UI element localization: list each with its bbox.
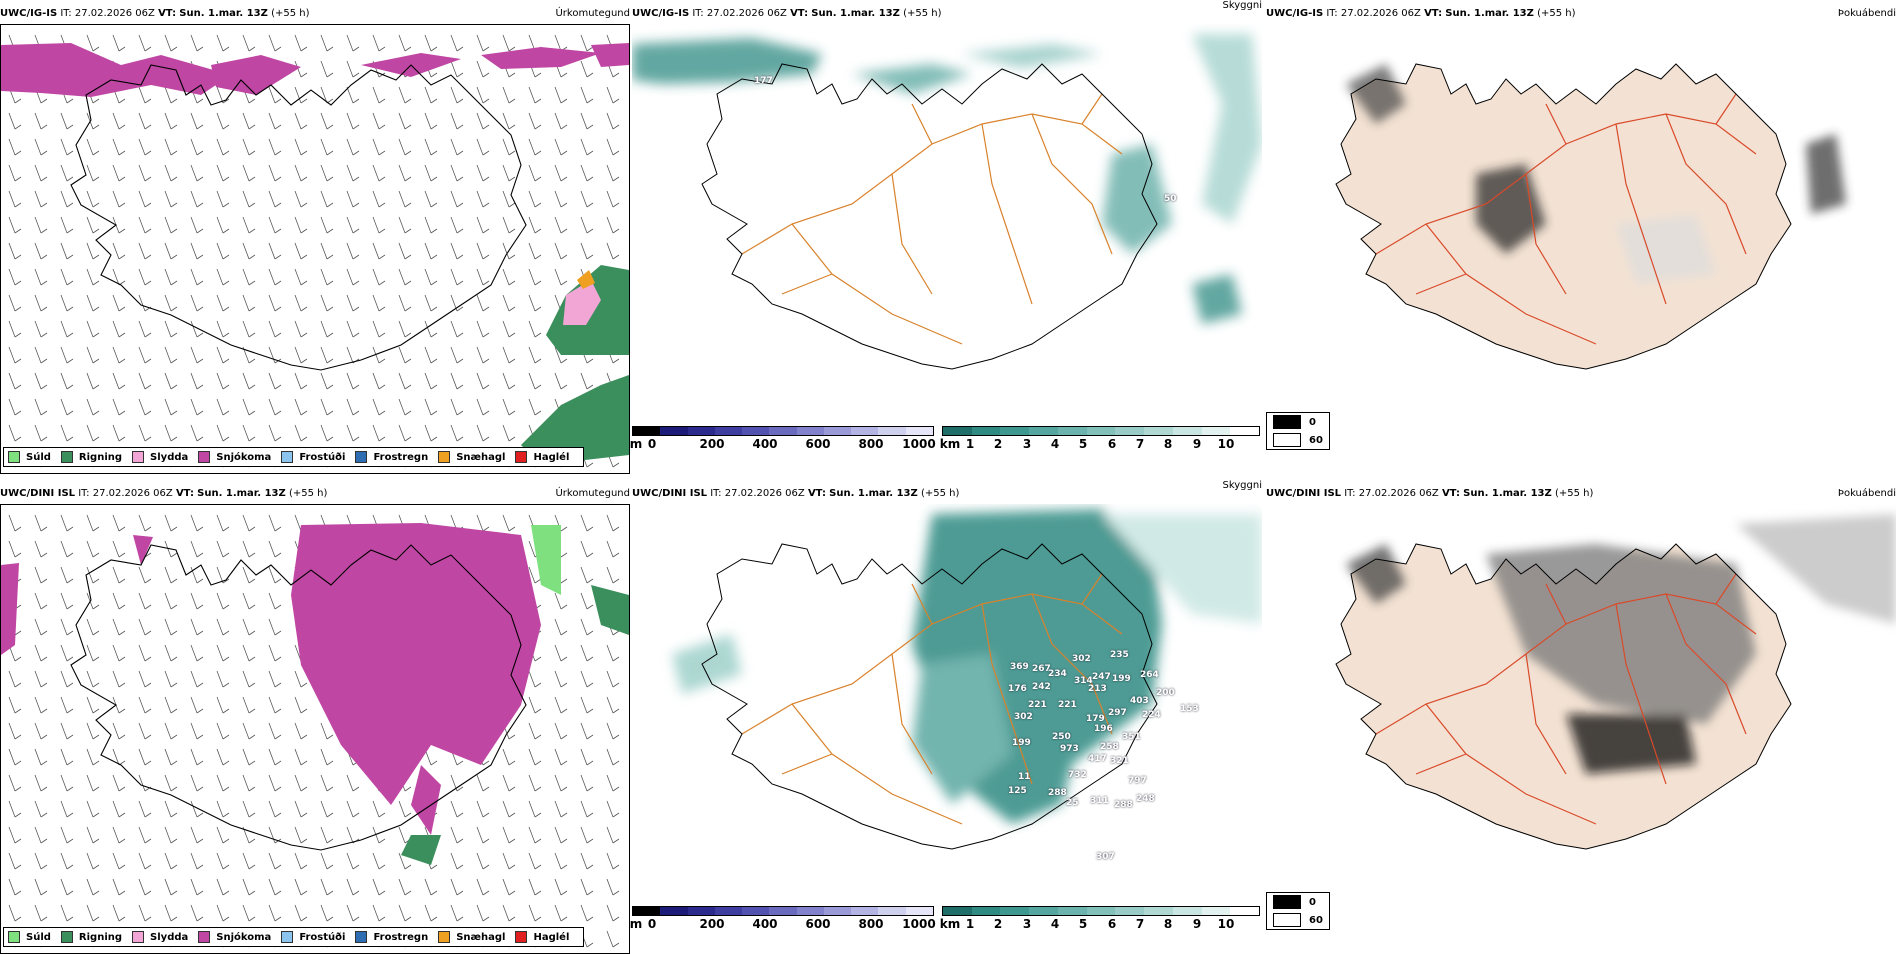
ceiling-label: 321 [1110, 756, 1129, 766]
row2-fog-panel: UWC/DINI ISL IT: 27.02.2026 06Z VT: Sun.… [1266, 488, 1896, 953]
fog-index-map[interactable] [1266, 504, 1896, 952]
row1-precip-header: UWC/IG-IS IT: 27.02.2026 06Z VT: Sun. 1.… [0, 8, 630, 24]
iceland-coastline [70, 64, 527, 371]
row1-precip-panel: UWC/IG-IS IT: 27.02.2026 06Z VT: Sun. 1.… [0, 8, 630, 474]
ceiling-label: 199 [1112, 674, 1131, 684]
ceiling-label: 221 [1058, 700, 1077, 710]
row1-fog-panel: UWC/IG-IS IT: 27.02.2026 06Z VT: Sun. 1.… [1266, 8, 1896, 473]
ceiling-label: 314 [1074, 676, 1093, 686]
ceiling-label: 196 [1094, 724, 1113, 734]
rain-area [401, 835, 441, 865]
ceiling-label: 267 [1032, 664, 1051, 674]
ceiling-label: 417 [1088, 754, 1107, 764]
ceiling-label: 247 [1092, 672, 1111, 682]
ceiling-label: 125 [1008, 786, 1027, 796]
sleet-area [563, 280, 601, 325]
ceiling-label: 302 [1014, 712, 1033, 722]
ceiling-label: 288 [1114, 800, 1133, 810]
panel-title: Úrkomutegund [555, 8, 630, 19]
precip-type-legend: Súld Rigning Slydda Snjókoma Frostúði Fr… [3, 447, 585, 467]
ceiling-label: 369 [1010, 662, 1029, 672]
visibility-colorbar: km 1 2 3 4 5 6 7 8 9 10 [940, 426, 1260, 466]
ceiling-label: 235 [1110, 650, 1129, 660]
precip-type-map[interactable] [0, 24, 630, 474]
drizzle-area [531, 525, 561, 595]
ceiling-label: 973 [1060, 744, 1079, 754]
ceiling-label: 153 [1180, 704, 1199, 714]
rain-area [521, 375, 629, 465]
ceiling-label: 248 [1136, 794, 1155, 804]
precip-type-legend: Súld Rigning Slydda Snjókoma Frostúði Fr… [3, 927, 585, 947]
panel-title: Skyggni [1222, 480, 1262, 491]
snow-area [591, 43, 629, 67]
ceiling-label: 311 [1090, 796, 1109, 806]
ceiling-label: 403 [1130, 696, 1149, 706]
ceiling-label: 199 [1012, 738, 1031, 748]
row2-precip-panel: UWC/DINI ISL IT: 27.02.2026 06Z VT: Sun.… [0, 488, 630, 954]
snow-area [291, 523, 541, 805]
panel-title: Þokuábendi [1837, 8, 1896, 19]
ceiling-label: 200 [1156, 688, 1175, 698]
ceiling-label: 258 [1100, 742, 1119, 752]
fog-key-row2: 0 60 [1266, 892, 1330, 930]
rain-area [591, 585, 629, 635]
ceiling-label: 264 [1140, 670, 1159, 680]
ceiling-label: 302 [1072, 654, 1091, 664]
snow-area [133, 535, 153, 565]
iceland-coastline [701, 63, 1158, 370]
ceiling-label: 732 [1068, 770, 1087, 780]
row1-visibility-header: UWC/IG-IS IT: 27.02.2026 06Z VT: Sun. 1.… [632, 0, 1262, 19]
visibility-colorbar: km 1 2 3 4 5 6 7 8 9 10 [940, 906, 1260, 946]
panel-title: Úrkomutegund [555, 488, 630, 499]
init-time: IT: 27.02.2026 06Z [60, 8, 155, 19]
ceiling-label: 224 [1142, 710, 1161, 720]
wind-barbs [8, 34, 620, 468]
row2-visibility-panel: UWC/DINI ISL IT: 27.02.2026 06Z VT: Sun.… [630, 480, 1262, 953]
panel-title: Þokuábendi [1837, 488, 1896, 499]
snow-area [1, 43, 231, 97]
valid-time: Sun. 1.mar. 13Z [179, 8, 268, 19]
ceiling-label: 25 [1066, 798, 1079, 808]
snow-pellet-area [577, 270, 595, 289]
ceiling-colorbar: m 0 200 400 600 800 1000 [630, 906, 936, 946]
row1-visibility-panel: UWC/IG-IS IT: 27.02.2026 06Z VT: Sun. 1.… [630, 0, 1262, 473]
ceiling-label: 250 [1052, 732, 1071, 742]
ceiling-label: 242 [1032, 682, 1051, 692]
ceiling-label: 351 [1122, 732, 1141, 742]
ceiling-colorbar: m 0 200 400 600 800 1000 [630, 426, 936, 466]
panel-title: Skyggni [1222, 0, 1262, 11]
road-network [741, 93, 1123, 345]
ceiling-label: 307 [1096, 852, 1115, 862]
ceiling-label: 213 [1088, 684, 1107, 694]
ceiling-label: 797 [1128, 776, 1147, 786]
ceiling-label: 176 [1008, 684, 1027, 694]
visibility-map[interactable]: 177 50 [632, 24, 1262, 472]
snow-area [1, 563, 19, 655]
ceiling-label: 11 [1018, 772, 1031, 782]
snow-area [411, 765, 441, 835]
lead-time: (+55 h) [271, 8, 310, 19]
ceiling-label: 221 [1028, 700, 1047, 710]
ceiling-label: 179 [1086, 714, 1105, 724]
fog-index-map[interactable] [1266, 24, 1896, 472]
fog-key-row1: 0 60 [1266, 412, 1330, 450]
ceiling-label: 50 [1164, 194, 1177, 204]
model-name: UWC/IG-IS [0, 8, 58, 19]
ceiling-label: 177 [754, 76, 773, 86]
ceiling-label: 297 [1108, 708, 1127, 718]
snow-area [481, 47, 601, 69]
ceiling-label: 288 [1048, 788, 1067, 798]
valid-time-label: VT: [158, 8, 177, 19]
precip-type-map[interactable] [0, 504, 630, 954]
visibility-map[interactable]: 369 267 234 302 235 264 176 242 314 247 199 213 221 2… [632, 504, 1262, 952]
ceiling-label: 234 [1048, 669, 1067, 679]
snow-area [211, 55, 301, 95]
